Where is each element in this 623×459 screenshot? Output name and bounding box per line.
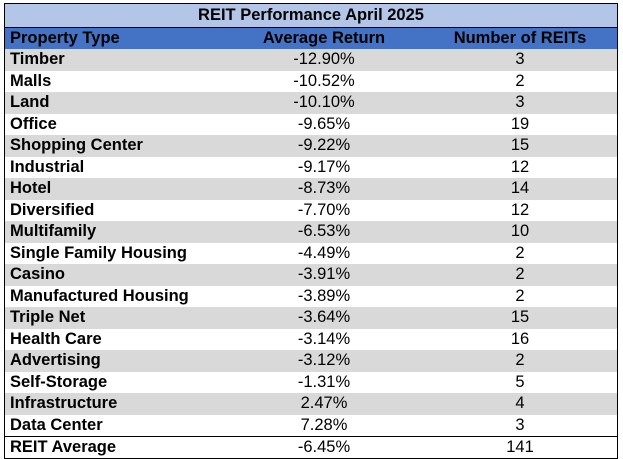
cell-number-of-reits: 12: [510, 157, 530, 176]
cell-property-type: Multifamily: [10, 222, 97, 241]
total-average-return: -6.45%: [297, 438, 351, 456]
cell-number-of-reits: 3: [515, 415, 525, 434]
cell-number-of-reits: 2: [515, 243, 525, 262]
cell-number-of-reits: 15: [510, 308, 530, 327]
total-number-of-reits: 141: [506, 438, 534, 456]
cell-property-type: Infrastructure: [10, 394, 118, 413]
cell-property-type: Data Center: [10, 415, 103, 434]
cell-average-return: -3.89%: [297, 286, 351, 305]
cell-average-return: -3.64%: [297, 308, 351, 327]
cell-average-return: -9.17%: [297, 157, 351, 176]
table-body: Timber -12.90% 3 Malls -10.52% 2 Land -10.10% 3 O…: [5, 49, 617, 436]
cell-number-of-reits: 2: [515, 286, 525, 305]
table-row: Advertising -3.12% 2: [5, 350, 617, 372]
table-row: Timber -12.90% 3: [5, 49, 617, 71]
table-row: Infrastructure 2.47% 4: [5, 393, 617, 415]
table-row: Diversified -7.70% 12: [5, 200, 617, 222]
cell-number-of-reits: 15: [510, 136, 530, 155]
header-property-type: Property Type: [10, 29, 120, 47]
table-row: Triple Net -3.64% 15: [5, 307, 617, 329]
table-row: Data Center 7.28% 3: [5, 415, 617, 437]
cell-average-return: -3.14%: [297, 329, 351, 348]
header-number-of-reits: Number of REITs: [453, 29, 587, 47]
cell-average-return: -1.31%: [297, 372, 351, 391]
table-total-row: REIT Average -6.45% 141: [5, 436, 617, 458]
cell-average-return: -7.70%: [297, 200, 351, 219]
table-row: Self-Storage -1.31% 5: [5, 372, 617, 394]
cell-property-type: Malls: [10, 71, 52, 90]
header-average-return: Average Return: [262, 29, 386, 47]
cell-number-of-reits: 2: [515, 71, 525, 90]
cell-number-of-reits: 4: [515, 394, 525, 413]
cell-property-type: Shopping Center: [10, 136, 143, 155]
cell-property-type: Office: [10, 114, 57, 133]
cell-number-of-reits: 2: [515, 265, 525, 284]
cell-property-type: Advertising: [10, 351, 101, 370]
cell-number-of-reits: 19: [510, 114, 530, 133]
cell-average-return: -10.52%: [293, 71, 355, 90]
cell-property-type: Single Family Housing: [10, 243, 187, 262]
cell-property-type: Diversified: [10, 200, 95, 219]
total-property-type: REIT Average: [10, 438, 117, 456]
cell-average-return: -12.90%: [293, 50, 355, 69]
cell-property-type: Triple Net: [10, 308, 86, 327]
table-row: Single Family Housing -4.49% 2: [5, 243, 617, 265]
cell-average-return: -8.73%: [297, 179, 351, 198]
table-row: Manufactured Housing -3.89% 2: [5, 286, 617, 308]
table-row: Shopping Center -9.22% 15: [5, 135, 617, 157]
cell-number-of-reits: 12: [510, 200, 530, 219]
cell-property-type: Manufactured Housing: [10, 286, 189, 305]
cell-number-of-reits: 10: [510, 222, 530, 241]
cell-average-return: -10.10%: [293, 93, 355, 112]
reit-performance-table: REIT Performance April 2025 Property Typ…: [4, 3, 618, 459]
cell-property-type: Health Care: [10, 329, 102, 348]
cell-average-return: -9.65%: [297, 114, 351, 133]
table-row: Land -10.10% 3: [5, 92, 617, 114]
table-row: Casino -3.91% 2: [5, 264, 617, 286]
table-row: Industrial -9.17% 12: [5, 157, 617, 179]
cell-number-of-reits: 14: [510, 179, 530, 198]
cell-average-return: 7.28%: [300, 415, 348, 434]
table-title: REIT Performance April 2025: [5, 4, 617, 28]
cell-number-of-reits: 16: [510, 329, 530, 348]
cell-average-return: -9.22%: [297, 136, 351, 155]
table-row: Hotel -8.73% 14: [5, 178, 617, 200]
cell-number-of-reits: 3: [515, 50, 525, 69]
cell-property-type: Casino: [10, 265, 66, 284]
cell-average-return: -6.53%: [297, 222, 351, 241]
table-row: Office -9.65% 19: [5, 114, 617, 136]
cell-number-of-reits: 5: [515, 372, 525, 391]
cell-average-return: -4.49%: [297, 243, 351, 262]
cell-property-type: Hotel: [10, 179, 52, 198]
cell-property-type: Self-Storage: [10, 372, 108, 391]
table-row: Multifamily -6.53% 10: [5, 221, 617, 243]
table-row: Health Care -3.14% 16: [5, 329, 617, 351]
cell-average-return: 2.47%: [300, 394, 348, 413]
cell-number-of-reits: 3: [515, 93, 525, 112]
cell-property-type: Industrial: [10, 157, 85, 176]
table-header-row: Property Type Average Return Number of R…: [5, 28, 617, 49]
cell-property-type: Land: [10, 93, 50, 112]
table-row: Malls -10.52% 2: [5, 71, 617, 93]
cell-average-return: -3.12%: [297, 351, 351, 370]
cell-property-type: Timber: [10, 50, 65, 69]
cell-number-of-reits: 2: [515, 351, 525, 370]
cell-average-return: -3.91%: [297, 265, 351, 284]
